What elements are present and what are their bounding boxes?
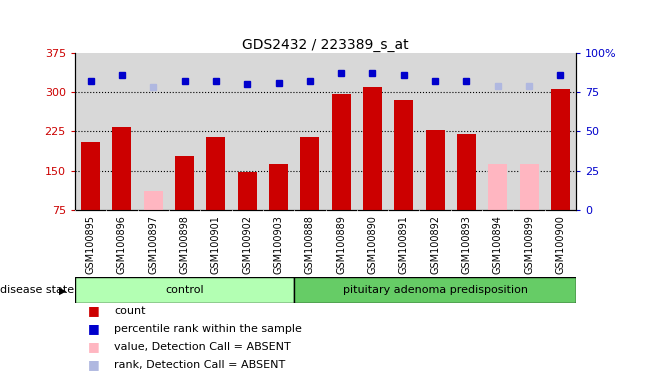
Text: GSM100899: GSM100899 [524, 215, 534, 274]
Text: GSM100903: GSM100903 [273, 215, 283, 274]
Text: GSM100893: GSM100893 [462, 215, 471, 274]
Text: GSM100892: GSM100892 [430, 215, 440, 275]
Bar [363, 87, 382, 210]
Bar [113, 127, 132, 210]
Bar [269, 164, 288, 210]
Text: ■: ■ [88, 305, 100, 318]
Bar [426, 130, 445, 210]
Bar [332, 94, 351, 210]
Bar [75, 277, 294, 303]
Text: GSM100896: GSM100896 [117, 215, 127, 274]
Text: GSM100900: GSM100900 [555, 215, 566, 274]
Text: rank, Detection Call = ABSENT: rank, Detection Call = ABSENT [114, 360, 285, 370]
Text: ■: ■ [88, 358, 100, 371]
Bar [175, 156, 194, 210]
Text: GSM100888: GSM100888 [305, 215, 315, 274]
Text: ■: ■ [88, 340, 100, 353]
Text: GSM100889: GSM100889 [336, 215, 346, 274]
Text: percentile rank within the sample: percentile rank within the sample [114, 324, 302, 334]
Bar [457, 134, 476, 210]
Bar [519, 164, 538, 210]
Text: GSM100894: GSM100894 [493, 215, 503, 274]
Bar [206, 137, 225, 210]
Text: GSM100890: GSM100890 [368, 215, 378, 274]
Text: GSM100901: GSM100901 [211, 215, 221, 274]
Bar [81, 142, 100, 210]
Text: disease state: disease state [0, 285, 74, 295]
Text: GSM100895: GSM100895 [85, 215, 96, 275]
Bar [144, 190, 163, 210]
Text: GSM100902: GSM100902 [242, 215, 252, 275]
Text: GSM100891: GSM100891 [399, 215, 409, 274]
Bar [301, 137, 319, 210]
Text: count: count [114, 306, 145, 316]
Text: ▶: ▶ [59, 285, 66, 295]
Text: pituitary adenoma predisposition: pituitary adenoma predisposition [342, 285, 528, 295]
Bar [238, 172, 256, 210]
Bar [294, 277, 576, 303]
Text: ■: ■ [88, 323, 100, 336]
Text: GSM100898: GSM100898 [180, 215, 189, 274]
Text: value, Detection Call = ABSENT: value, Detection Call = ABSENT [114, 342, 291, 352]
Bar [395, 100, 413, 210]
Bar [551, 89, 570, 210]
Title: GDS2432 / 223389_s_at: GDS2432 / 223389_s_at [242, 38, 409, 51]
Text: control: control [165, 285, 204, 295]
Text: GSM100897: GSM100897 [148, 215, 158, 275]
Bar [488, 164, 507, 210]
